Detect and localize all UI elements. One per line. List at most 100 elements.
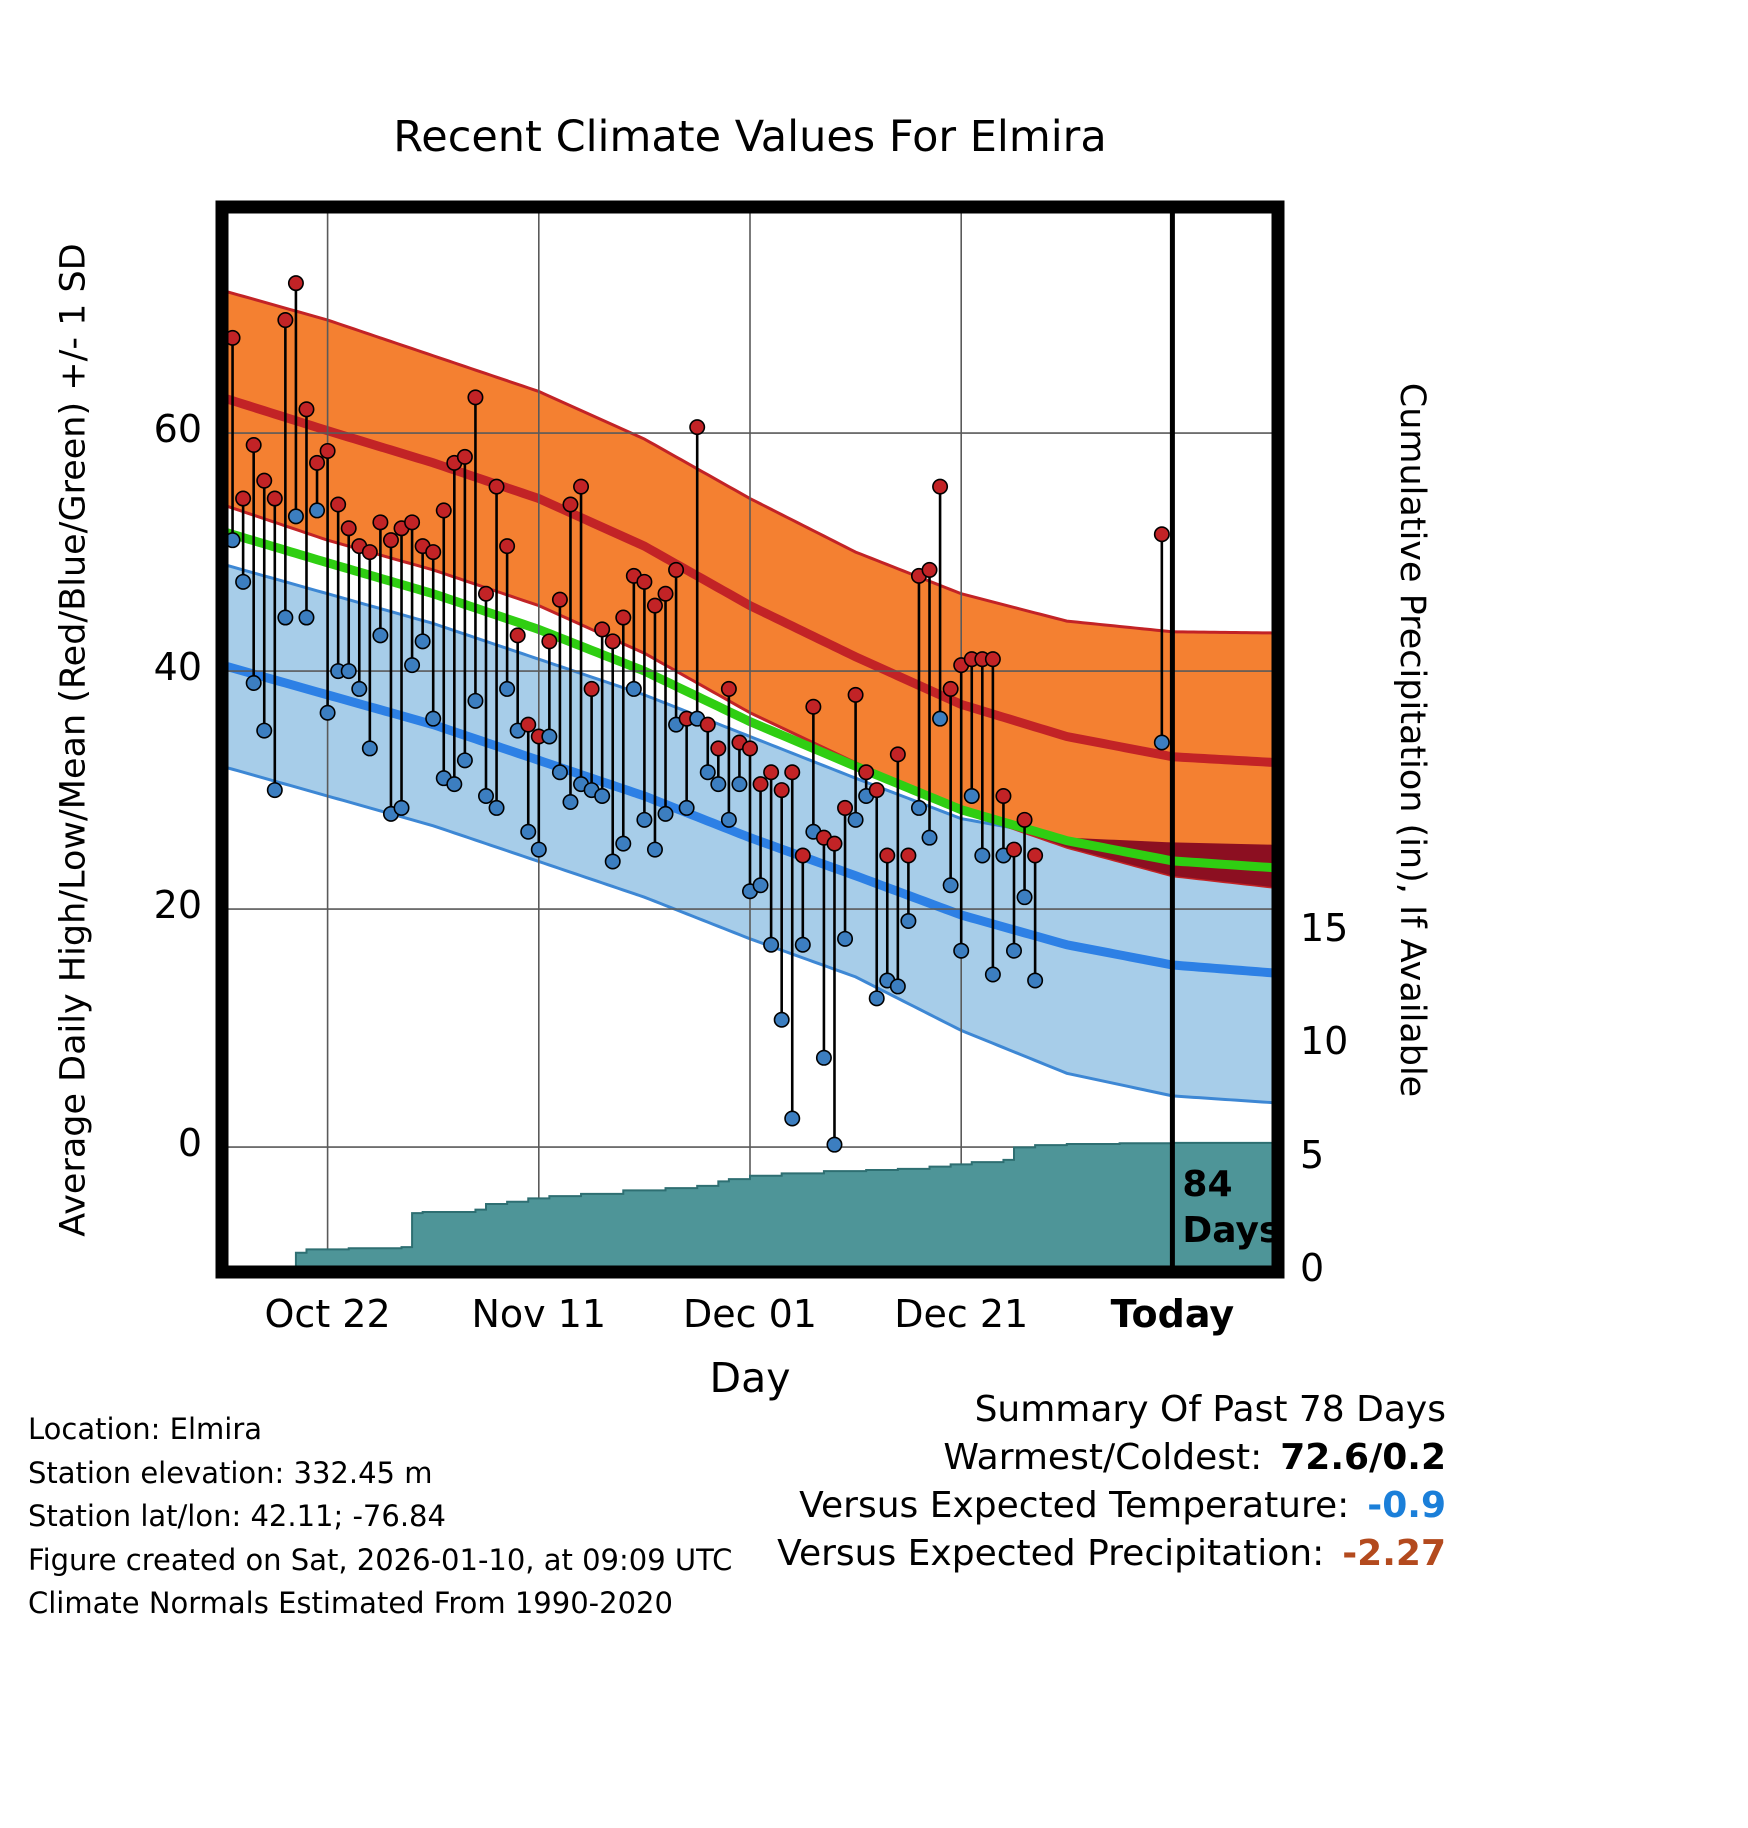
cumulative-precip-area	[222, 1141, 1278, 1272]
daily-high-dot	[699, 716, 716, 733]
x-tick-label: Today	[1110, 1292, 1235, 1336]
daily-low-dot	[731, 776, 748, 793]
summary-heading: Summary Of Past 78 Days	[974, 1389, 1446, 1430]
daily-low-dot	[520, 823, 537, 840]
daily-high-dot	[995, 788, 1012, 805]
x-tick-label: Oct 22	[264, 1292, 391, 1336]
daily-high-dot	[488, 478, 505, 495]
daily-low-dot	[404, 657, 421, 674]
daily-low-dot	[625, 680, 642, 697]
daily-high-dot	[921, 561, 938, 578]
daily-low-dot	[1027, 972, 1044, 989]
daily-low-dot	[1016, 889, 1033, 906]
y-left-tick-label: 20	[153, 883, 202, 928]
daily-low-dot	[763, 936, 780, 953]
daily-low-dot	[340, 663, 357, 680]
daily-high-dot	[657, 585, 674, 602]
daily-low-dot	[615, 835, 632, 852]
daily-low-dot	[361, 740, 378, 757]
daily-high-dot	[773, 782, 790, 799]
daily-high-dot	[889, 746, 906, 763]
daily-low-dot	[446, 776, 463, 793]
daily-low-dot	[351, 680, 368, 697]
daily-low-dot	[657, 805, 674, 822]
daily-low-dot	[425, 710, 442, 727]
days-count-number: 84	[1182, 1164, 1233, 1205]
summary-rows: Warmest/Coldest: 72.6/0.2 Versus Expected …	[777, 1434, 1446, 1578]
daily-low-dot	[477, 788, 494, 805]
daily-low-dot	[467, 692, 484, 709]
y-right-tick-label: 0	[1300, 1246, 1325, 1290]
daily-high-dot	[435, 502, 452, 519]
x-axis-title: Day	[709, 1354, 791, 1402]
daily-low-dot	[235, 573, 252, 590]
daily-high-dot	[847, 686, 864, 703]
daily-high-dot	[477, 585, 494, 602]
daily-high-dot	[1016, 811, 1033, 828]
x-tick-label: Dec 21	[894, 1292, 1029, 1336]
summary-row-value: -2.27	[1342, 1533, 1446, 1574]
daily-low-dot	[699, 764, 716, 781]
daily-high-dot	[784, 764, 801, 781]
daily-low-dot	[245, 674, 262, 691]
left-axis-title: Average Daily High/Low/Mean (Red/Blue/Gr…	[44, 207, 104, 1272]
daily-high-dot	[573, 478, 590, 495]
daily-high-dot	[594, 621, 611, 638]
daily-high-dot	[646, 597, 663, 614]
daily-low-dot	[910, 799, 927, 816]
daily-low-dot	[499, 680, 516, 697]
plot-content	[222, 207, 1278, 1272]
daily-high-dot	[668, 561, 685, 578]
daily-low-dot	[773, 1011, 790, 1028]
daily-low-dot	[889, 978, 906, 995]
daily-low-dot	[551, 764, 568, 781]
daily-high-dot	[298, 401, 315, 418]
x-tick-label: Nov 11	[471, 1292, 607, 1336]
daily-low-dot	[815, 1049, 832, 1066]
daily-low-dot	[393, 799, 410, 816]
daily-high-dot	[245, 436, 262, 453]
footer-line: Climate Normals Estimated From 1990-2020	[28, 1586, 673, 1620]
summary-row: Warmest/Coldest: 72.6/0.2	[777, 1434, 1446, 1482]
daily-high-dot	[319, 442, 336, 459]
footer-line: Station elevation: 332.45 m	[28, 1455, 433, 1490]
daily-low-dot	[266, 782, 283, 799]
summary-row-label: Warmest/Coldest:	[943, 1437, 1263, 1478]
y-right-tick-label: 15	[1300, 906, 1349, 951]
daily-low-dot	[868, 990, 885, 1007]
daily-low-dot	[953, 942, 970, 959]
daily-low-dot	[541, 728, 558, 745]
daily-low-dot	[984, 966, 1001, 983]
daily-high-dot	[404, 514, 421, 531]
daily-low-dot	[530, 841, 547, 858]
daily-high-dot	[1027, 847, 1044, 864]
daily-high-dot	[858, 764, 875, 781]
summary-row: Versus Expected Precipitation: -2.27	[777, 1530, 1446, 1578]
daily-high-dot	[1153, 526, 1170, 543]
daily-low-dot	[646, 841, 663, 858]
days-count-annotation: 84 Days	[1182, 1162, 1280, 1254]
daily-low-dot	[963, 788, 980, 805]
daily-high-dot	[256, 472, 273, 489]
summary-row-label: Versus Expected Precipitation:	[777, 1533, 1325, 1574]
daily-high-dot	[763, 764, 780, 781]
summary-block: Summary Of Past 78 Days Warmest/Coldest:…	[777, 1386, 1446, 1578]
daily-high-dot	[330, 496, 347, 513]
daily-low-dot	[372, 627, 389, 644]
daily-high-dot	[361, 544, 378, 561]
daily-high-dot	[826, 835, 843, 852]
y-right-tick-label: 10	[1300, 1019, 1349, 1064]
daily-low-dot	[594, 788, 611, 805]
days-count-word: Days	[1182, 1210, 1281, 1251]
y-right-tick-label: 5	[1300, 1132, 1325, 1177]
right-axis-title: Cumulative Precipitation (in), If Availa…	[1382, 207, 1442, 1272]
daily-low-dot	[794, 936, 811, 953]
daily-high-dot	[551, 591, 568, 608]
daily-high-dot	[615, 609, 632, 626]
daily-high-dot	[287, 275, 304, 292]
daily-high-dot	[235, 490, 252, 507]
summary-row-value: -0.9	[1367, 1485, 1446, 1526]
daily-high-dot	[636, 573, 653, 590]
daily-low-dot	[319, 704, 336, 721]
